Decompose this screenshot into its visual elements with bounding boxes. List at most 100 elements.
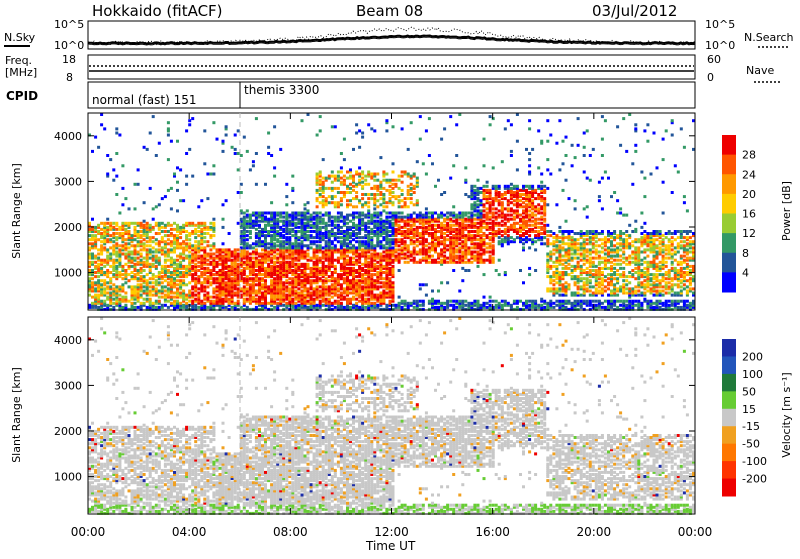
power-cell bbox=[240, 191, 243, 194]
power-cell bbox=[334, 125, 337, 128]
power-cell bbox=[379, 197, 382, 200]
power-cell bbox=[367, 220, 370, 223]
power-cell bbox=[112, 298, 115, 301]
power-cell bbox=[209, 234, 212, 237]
power-cell bbox=[273, 175, 276, 178]
power-cell bbox=[313, 212, 316, 215]
power-cell bbox=[504, 214, 507, 217]
power-cell bbox=[373, 294, 376, 297]
power-cell bbox=[373, 129, 376, 132]
power-cell bbox=[285, 236, 288, 239]
power-cell bbox=[367, 123, 370, 126]
power-cell bbox=[440, 281, 443, 284]
power-cell bbox=[416, 226, 419, 229]
power-cell bbox=[234, 292, 237, 295]
power-cell bbox=[425, 248, 428, 251]
power-cell bbox=[440, 193, 443, 196]
power-cell bbox=[243, 212, 246, 215]
power-cell bbox=[501, 201, 504, 204]
power-cell bbox=[392, 222, 395, 225]
power-cell bbox=[486, 222, 489, 225]
power-cell bbox=[155, 242, 158, 245]
power-cell bbox=[167, 300, 170, 303]
power-cell bbox=[428, 154, 431, 157]
power-cell bbox=[206, 226, 209, 229]
power-cell bbox=[486, 195, 489, 198]
power-cell bbox=[291, 242, 294, 245]
station-title: Hokkaido (fitACF) bbox=[92, 2, 223, 20]
power-cell bbox=[131, 285, 134, 288]
power-cell bbox=[255, 212, 258, 215]
power-cell bbox=[143, 201, 146, 204]
power-cell bbox=[340, 191, 343, 194]
power-cell bbox=[188, 300, 191, 303]
power-cell bbox=[507, 214, 510, 217]
power-cell bbox=[510, 154, 513, 157]
power-cell bbox=[124, 292, 127, 295]
power-cell bbox=[501, 234, 504, 237]
power-cell bbox=[498, 302, 501, 305]
power-cell bbox=[455, 300, 458, 303]
power-cell bbox=[155, 265, 158, 268]
power-cell bbox=[382, 209, 385, 212]
power-cell bbox=[367, 255, 370, 258]
power-cell bbox=[282, 212, 285, 215]
power-cell bbox=[285, 212, 288, 215]
power-cell bbox=[294, 230, 297, 233]
power-cell bbox=[416, 177, 419, 180]
power-cell bbox=[519, 224, 522, 227]
power-cell bbox=[346, 203, 349, 206]
power-cell bbox=[446, 261, 449, 264]
power-cell bbox=[191, 292, 194, 295]
power-cell bbox=[115, 242, 118, 245]
power-cell bbox=[297, 226, 300, 229]
power-cell bbox=[477, 265, 480, 268]
power-cell bbox=[143, 257, 146, 260]
power-cell bbox=[158, 271, 161, 274]
power-cell bbox=[167, 265, 170, 268]
power-cell bbox=[379, 181, 382, 184]
power-cell bbox=[134, 302, 137, 305]
power-cell bbox=[128, 285, 131, 288]
power-cell bbox=[440, 259, 443, 262]
power-cell bbox=[109, 277, 112, 280]
power-cell bbox=[282, 281, 285, 284]
power-cell bbox=[528, 267, 531, 270]
power-cell bbox=[398, 296, 401, 299]
power-cell bbox=[334, 216, 337, 219]
power-cell bbox=[501, 300, 504, 303]
power-cell bbox=[352, 296, 355, 299]
power-cell bbox=[495, 304, 498, 307]
power-cell bbox=[109, 253, 112, 256]
power-cell bbox=[343, 248, 346, 251]
power-cell bbox=[473, 185, 476, 188]
power-cell bbox=[112, 179, 115, 182]
power-cell bbox=[486, 251, 489, 254]
power-cell bbox=[140, 248, 143, 251]
power-cell bbox=[137, 257, 140, 260]
power-cell bbox=[464, 224, 467, 227]
power-cell bbox=[352, 244, 355, 247]
power-cell bbox=[370, 253, 373, 256]
power-cell bbox=[358, 279, 361, 282]
power-cell bbox=[355, 269, 358, 272]
power-cell bbox=[185, 255, 188, 258]
power-cell bbox=[216, 271, 219, 274]
power-cell bbox=[103, 265, 106, 268]
power-cell bbox=[498, 236, 501, 239]
power-cell bbox=[483, 273, 486, 276]
power-cell bbox=[197, 255, 200, 258]
power-cell bbox=[537, 129, 540, 132]
power-cell bbox=[140, 275, 143, 278]
power-cell bbox=[398, 212, 401, 215]
power-cell bbox=[137, 269, 140, 272]
power-cell bbox=[322, 279, 325, 282]
power-cell bbox=[167, 242, 170, 245]
power-cell bbox=[389, 197, 392, 200]
power-cell bbox=[404, 171, 407, 174]
power-cell bbox=[188, 242, 191, 245]
power-cell bbox=[413, 240, 416, 243]
power-cell bbox=[270, 265, 273, 268]
power-cell bbox=[316, 212, 319, 215]
power-cell bbox=[413, 173, 416, 176]
